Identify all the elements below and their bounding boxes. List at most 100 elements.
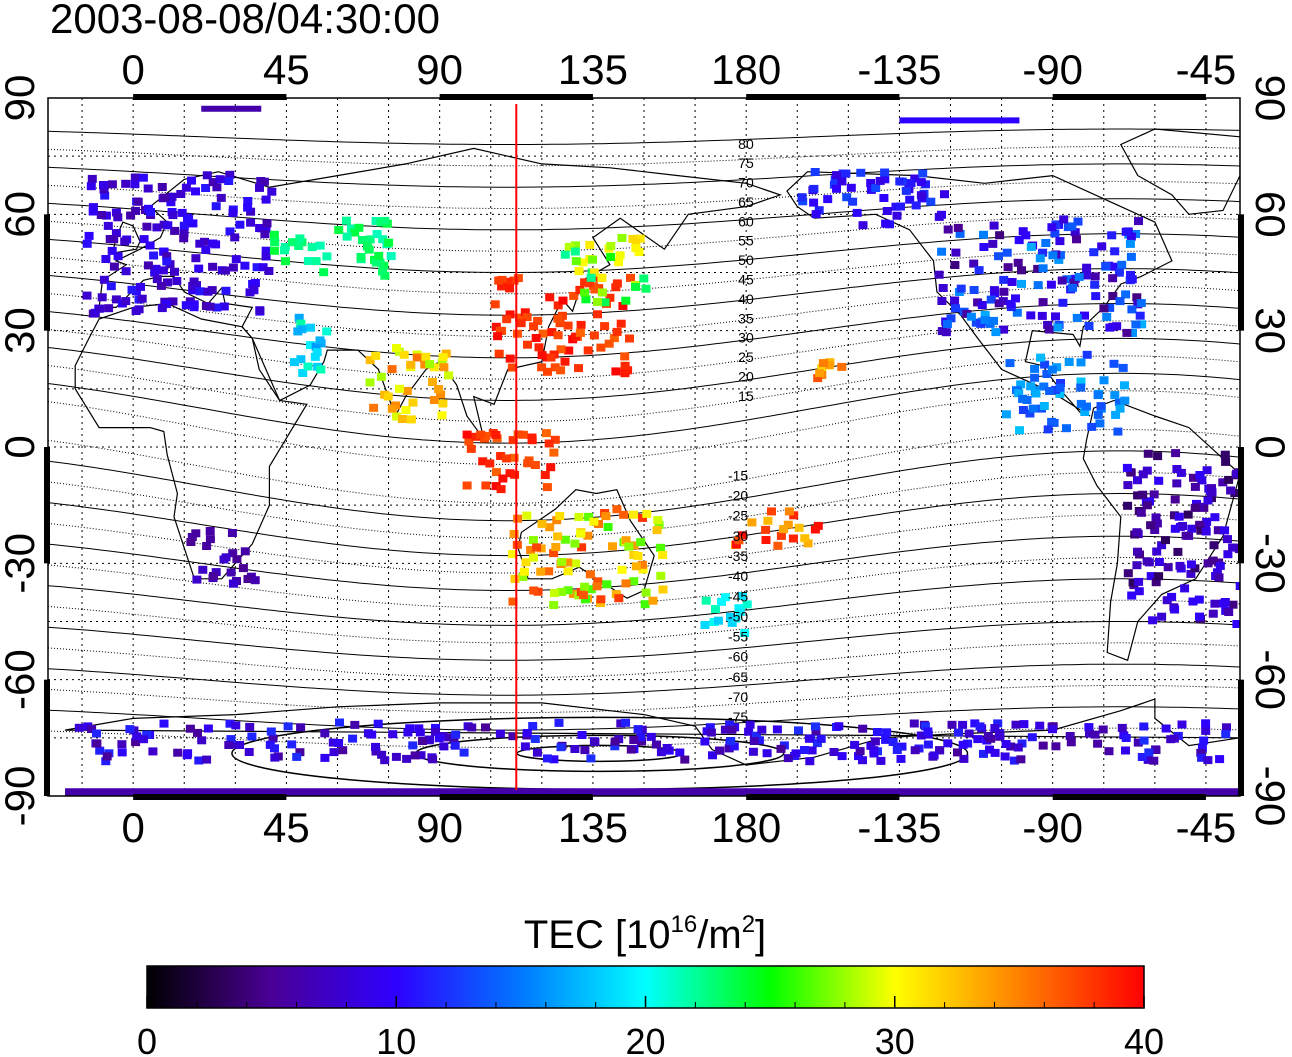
- magnetic-contour: [48, 372, 1240, 444]
- tec-cell: [1001, 410, 1011, 419]
- tec-cell: [1056, 379, 1065, 387]
- tec-cell: [563, 567, 573, 576]
- tec-cell: [163, 278, 172, 287]
- tec-cell: [88, 207, 98, 216]
- tec-cell: [1210, 599, 1220, 608]
- tec-cell: [243, 575, 253, 583]
- tec-cell: [303, 362, 313, 371]
- tec-cell: [911, 201, 921, 210]
- tec-cell: [219, 302, 229, 311]
- tec-cell: [1097, 242, 1107, 251]
- tec-cell: [1033, 264, 1043, 273]
- tec-cell: [549, 755, 559, 764]
- tec-cell: [1062, 275, 1072, 284]
- tec-cell: [955, 229, 965, 238]
- colorbar-tick-label: 40: [1124, 1021, 1164, 1057]
- tec-cell: [518, 573, 528, 581]
- tec-cell: [1121, 227, 1131, 236]
- tec-cell: [228, 263, 238, 272]
- tec-cell: [402, 387, 412, 395]
- tec-cell: [189, 277, 199, 286]
- tec-cell: [437, 411, 447, 420]
- colorbar-ticks: 0 10 20 30 40: [137, 996, 1164, 1057]
- tec-cell: [1110, 391, 1120, 400]
- tec-cell: [130, 173, 140, 182]
- tec-cell: [1074, 272, 1084, 281]
- tec-cell: [503, 277, 513, 286]
- tec-cell: [529, 586, 539, 595]
- tec-cell: [621, 579, 631, 588]
- tec-cell: [866, 741, 876, 750]
- tec-cell: [388, 730, 398, 739]
- tec-cell: [1019, 720, 1029, 729]
- tec-cell: [418, 737, 427, 745]
- tec-cell: [1175, 561, 1185, 570]
- tec-cell: [384, 238, 394, 247]
- tec-cell: [296, 355, 306, 364]
- tec-cell: [335, 718, 344, 727]
- tec-cell: [364, 245, 374, 254]
- x-tick-label-top: 90: [416, 46, 463, 93]
- tec-cell: [1041, 239, 1051, 247]
- tec-cell: [311, 257, 321, 266]
- tec-cell: [100, 191, 110, 200]
- tec-cell: [606, 253, 616, 261]
- frame-tick-bars: [44, 94, 1244, 800]
- tec-cell: [834, 722, 844, 731]
- tec-cell: [875, 176, 885, 185]
- tec-cell: [980, 316, 990, 324]
- tec-cell: [224, 741, 234, 749]
- tec-cell: [727, 618, 737, 627]
- tec-cell: [1136, 299, 1146, 308]
- x-tick-label-bottom: -135: [857, 804, 941, 851]
- tec-cell: [290, 358, 299, 367]
- tec-cell: [656, 748, 666, 757]
- tec-cell: [631, 244, 641, 253]
- tec-cell: [1127, 275, 1137, 284]
- tec-cell: [1228, 543, 1238, 552]
- tec-cell: [1042, 370, 1052, 378]
- tec-cell: [620, 352, 630, 361]
- tec-cell: [720, 725, 730, 734]
- tec-cell: [776, 744, 786, 753]
- tec-cell: [1012, 308, 1022, 317]
- tec-cell: [211, 240, 221, 249]
- tec-cell: [757, 725, 767, 734]
- tec-cell: [481, 723, 490, 732]
- tec-cell: [82, 291, 92, 300]
- tec-cell: [537, 363, 547, 372]
- tec-cell: [1038, 741, 1048, 750]
- tec-cell: [1108, 274, 1118, 283]
- tec-cell: [580, 278, 590, 287]
- tec-cell: [97, 293, 107, 302]
- tec-cell: [916, 178, 926, 187]
- tec-cell: [593, 297, 602, 306]
- tec-cell: [611, 367, 621, 376]
- tec-cell: [428, 378, 437, 386]
- tec-cell: [380, 216, 390, 225]
- tec-cell: [614, 594, 624, 603]
- tec-cell: [1121, 746, 1130, 755]
- tec-cell: [752, 731, 761, 740]
- tec-cell: [1057, 276, 1067, 285]
- tec-cell: [402, 754, 412, 763]
- tec-cell: [706, 728, 716, 737]
- tec-cell: [1006, 742, 1016, 751]
- tec-cell: [380, 756, 390, 765]
- tec-cell: [560, 535, 570, 544]
- tec-cell: [1207, 488, 1217, 497]
- tec-cell: [603, 523, 613, 531]
- tec-cell: [288, 238, 297, 247]
- tec-cell: [159, 247, 169, 256]
- tec-cell: [754, 736, 764, 745]
- tec-cell: [1035, 254, 1045, 263]
- tec-cell: [700, 737, 710, 746]
- tec-cell: [626, 273, 635, 282]
- x-tick-label-top: 0: [121, 46, 144, 93]
- tec-cell: [95, 746, 105, 755]
- tec-cell: [1133, 491, 1143, 500]
- tec-cell: [513, 430, 523, 439]
- tec-cell: [270, 238, 280, 247]
- tec-cell: [977, 301, 987, 309]
- tec-cell: [295, 748, 305, 757]
